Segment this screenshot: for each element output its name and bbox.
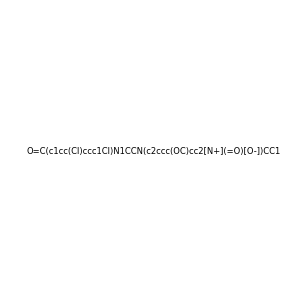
Text: O=C(c1cc(Cl)ccc1Cl)N1CCN(c2ccc(OC)cc2[N+](=O)[O-])CC1: O=C(c1cc(Cl)ccc1Cl)N1CCN(c2ccc(OC)cc2[N+… — [27, 147, 281, 156]
